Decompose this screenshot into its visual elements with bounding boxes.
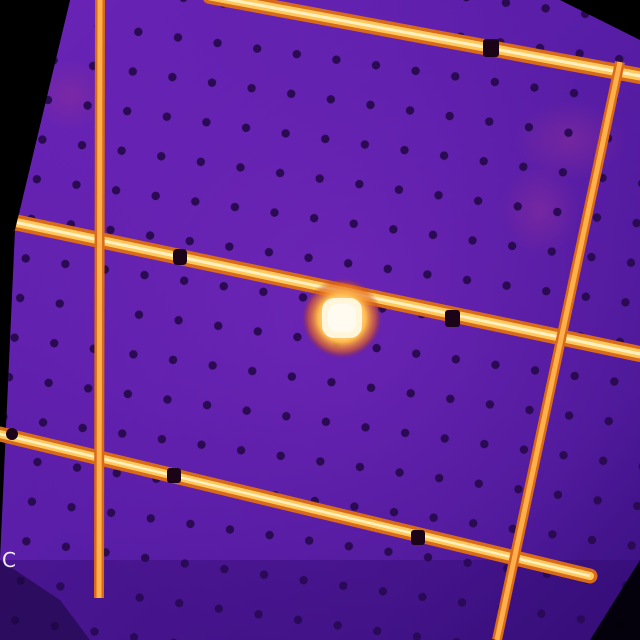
- square-clamp-icon: [445, 310, 460, 327]
- rail-top: [203, 0, 640, 84]
- square-clamp-icon: [483, 39, 499, 57]
- round-clamp-icon: [6, 428, 18, 440]
- rail-vertical-left: [94, 0, 105, 599]
- square-clamp-icon: [173, 249, 187, 265]
- rail-clamps: [6, 39, 499, 545]
- rail-vertical-right: [492, 60, 625, 640]
- hot-spot: [302, 278, 382, 358]
- square-clamp-icon: [167, 468, 181, 483]
- corner-label: C: [2, 548, 16, 572]
- square-clamp-icon: [411, 530, 425, 545]
